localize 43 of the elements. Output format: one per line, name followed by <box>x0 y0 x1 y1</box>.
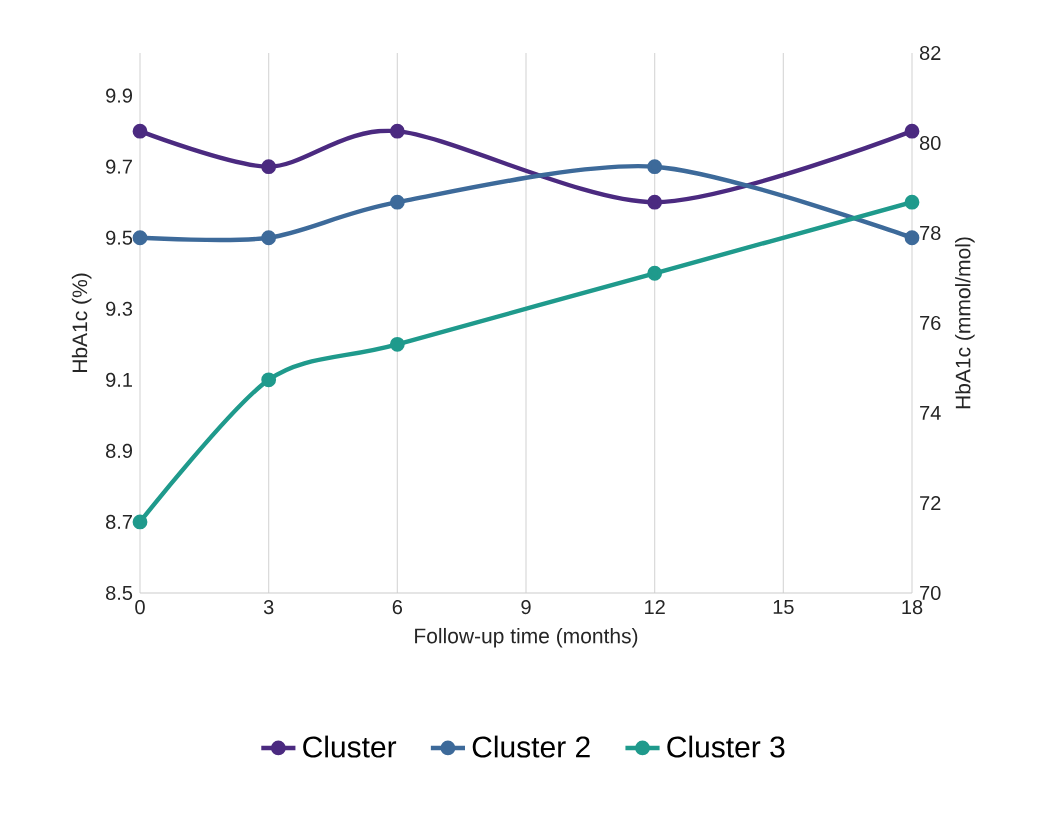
y2-tick-label: 72 <box>920 496 941 510</box>
point <box>904 194 920 210</box>
y2-axis-title: HbA1c (mmol/mol) <box>955 237 975 409</box>
y-tick-label: 9.5 <box>106 230 133 245</box>
point <box>904 230 920 246</box>
y-tick-label: 8.7 <box>106 514 132 530</box>
x-tick-label: 9 <box>521 600 531 615</box>
y-tick-label: 9.3 <box>106 301 133 316</box>
point <box>647 194 663 210</box>
x-tick-label: 15 <box>773 600 794 614</box>
point <box>261 372 277 388</box>
y-tick-label: 8.9 <box>106 443 133 458</box>
point <box>132 123 148 139</box>
legend-label: Cluster 2 <box>472 735 590 758</box>
x-tick-label: 12 <box>645 600 665 615</box>
x-axis-title: Follow-up time (months) <box>415 627 638 648</box>
point <box>389 336 405 352</box>
point <box>132 230 148 246</box>
x-tick-label: 18 <box>902 600 923 615</box>
point <box>261 230 277 246</box>
x-tick-label: 0 <box>135 600 145 615</box>
y-tick-label: 8.5 <box>106 585 133 601</box>
point <box>261 159 277 175</box>
point <box>647 265 663 281</box>
y-tick-label: 9.1 <box>106 372 132 387</box>
y-tick-label: 9.7 <box>106 159 132 174</box>
y-tick-label: 9.9 <box>106 88 133 103</box>
x-tick-label: 3 <box>263 600 274 615</box>
y2-tick-label: 70 <box>920 585 941 601</box>
point <box>647 159 663 175</box>
y2-tick-label: 78 <box>920 225 941 241</box>
point <box>132 514 148 530</box>
x-tick-label: 6 <box>392 600 403 615</box>
point <box>904 123 920 139</box>
y2-tick-label: 82 <box>919 45 941 61</box>
y2-tick-label: 76 <box>920 315 941 331</box>
point <box>389 194 405 210</box>
y-axis-title: HbA1c (%) <box>71 273 92 373</box>
y2-tick-label: 80 <box>919 135 941 151</box>
legend-label: Cluster 3 <box>667 735 785 758</box>
point <box>389 123 405 139</box>
legend-label: Cluster <box>303 735 397 758</box>
y2-tick-label: 74 <box>920 406 941 420</box>
